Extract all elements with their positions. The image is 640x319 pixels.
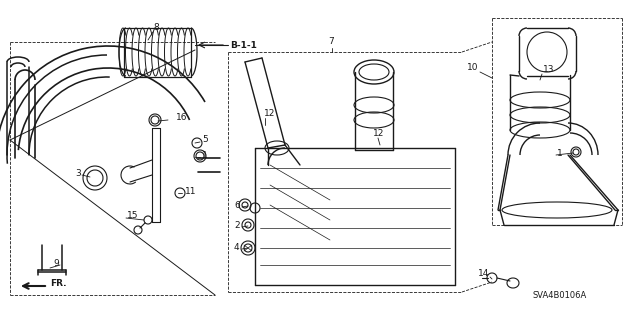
Text: 8: 8 <box>153 24 159 33</box>
Text: 7: 7 <box>328 38 333 47</box>
Text: 3: 3 <box>75 168 81 177</box>
Text: 15: 15 <box>127 211 138 219</box>
Text: 2: 2 <box>234 221 239 231</box>
Text: 13: 13 <box>543 65 554 75</box>
Text: 4: 4 <box>234 242 239 251</box>
Text: SVA4B0106A: SVA4B0106A <box>533 291 587 300</box>
Text: FR.: FR. <box>50 279 67 288</box>
Text: 9: 9 <box>53 258 59 268</box>
Text: 12: 12 <box>264 108 275 117</box>
Text: 5: 5 <box>202 136 208 145</box>
Text: 11: 11 <box>185 188 196 197</box>
Text: 16: 16 <box>176 114 188 122</box>
Text: B-1-1: B-1-1 <box>230 41 257 49</box>
Text: 14: 14 <box>478 270 490 278</box>
Text: 10: 10 <box>467 63 479 72</box>
Text: 12: 12 <box>373 129 385 137</box>
Text: 6: 6 <box>234 202 240 211</box>
Text: 1: 1 <box>557 149 563 158</box>
Text: 1: 1 <box>202 151 208 160</box>
